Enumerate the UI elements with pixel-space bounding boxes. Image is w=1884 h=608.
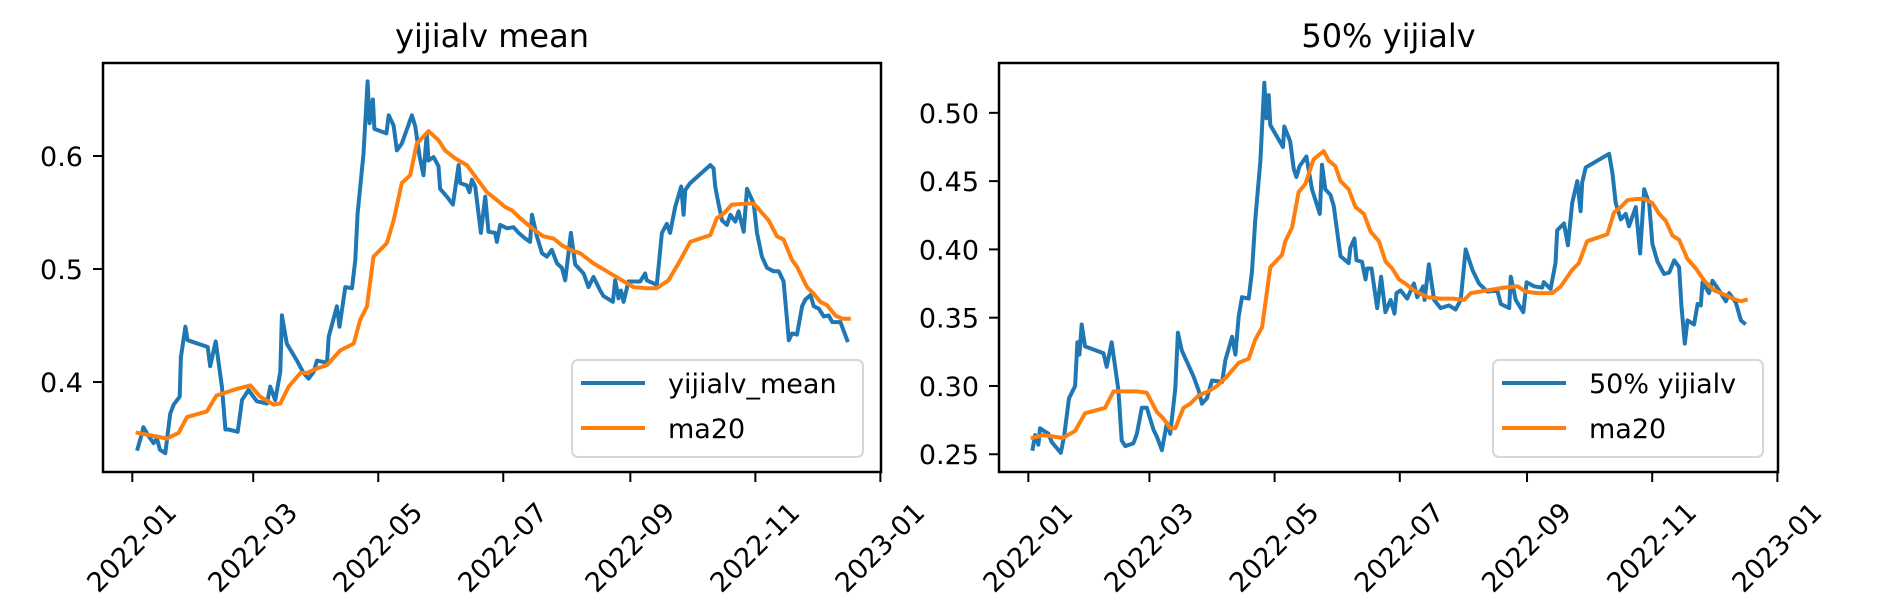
x-tick-label: 2022-07 [1349, 497, 1451, 599]
x-tick-label: 2022-11 [1601, 497, 1703, 599]
legend: 50% yijialv ma20 [1492, 359, 1764, 458]
y-tick-label: 0.40 [919, 235, 979, 266]
y-tick-label: 0.30 [919, 372, 979, 403]
legend-label: ma20 [668, 414, 745, 445]
legend-label: yijialv_mean [668, 369, 837, 400]
series-line-ma20 [1030, 149, 1749, 441]
x-tick-label: 2023-01 [1727, 497, 1829, 599]
series-line-value [1030, 80, 1747, 455]
y-tick-label: 0.6 [40, 142, 83, 173]
x-tick-label: 2023-01 [830, 497, 932, 599]
y-tick-label: 0.5 [40, 255, 83, 286]
y-tick-label: 0.25 [919, 440, 979, 471]
x-tick-label: 2022-03 [1099, 497, 1201, 599]
x-tick-label: 2022-09 [1476, 497, 1578, 599]
axes-frame [997, 61, 1780, 474]
x-tick-label: 2022-01 [81, 497, 183, 599]
x-tick-label: 2022-07 [452, 497, 554, 599]
y-tick-label: 0.4 [40, 368, 83, 399]
x-tick-label: 2022-05 [1224, 497, 1326, 599]
x-tick-label: 2022-09 [579, 497, 681, 599]
y-tick-label: 0.50 [919, 99, 979, 130]
legend: yijialv_mean ma20 [571, 359, 864, 458]
chart-title: 50% yijialv [1301, 17, 1475, 55]
y-tick-label: 0.35 [919, 304, 979, 335]
axes-frame [101, 61, 883, 474]
series-line-ma20 [135, 129, 851, 441]
x-tick-label: 2022-03 [202, 497, 304, 599]
x-tick-label: 2022-05 [327, 497, 429, 599]
x-tick-label: 2022-11 [705, 497, 807, 599]
legend-label: 50% yijialv [1589, 369, 1736, 400]
y-tick-label: 0.45 [919, 167, 979, 198]
legend-label: ma20 [1589, 414, 1666, 445]
chart-title: yijialv mean [395, 17, 589, 55]
x-tick-label: 2022-01 [978, 497, 1080, 599]
chart-50pct-yijialv: 50% yijialv 0.25 0.30 0.35 0.40 0.45 0.50 2022-… [919, 17, 1828, 599]
series-line-value [135, 79, 850, 456]
